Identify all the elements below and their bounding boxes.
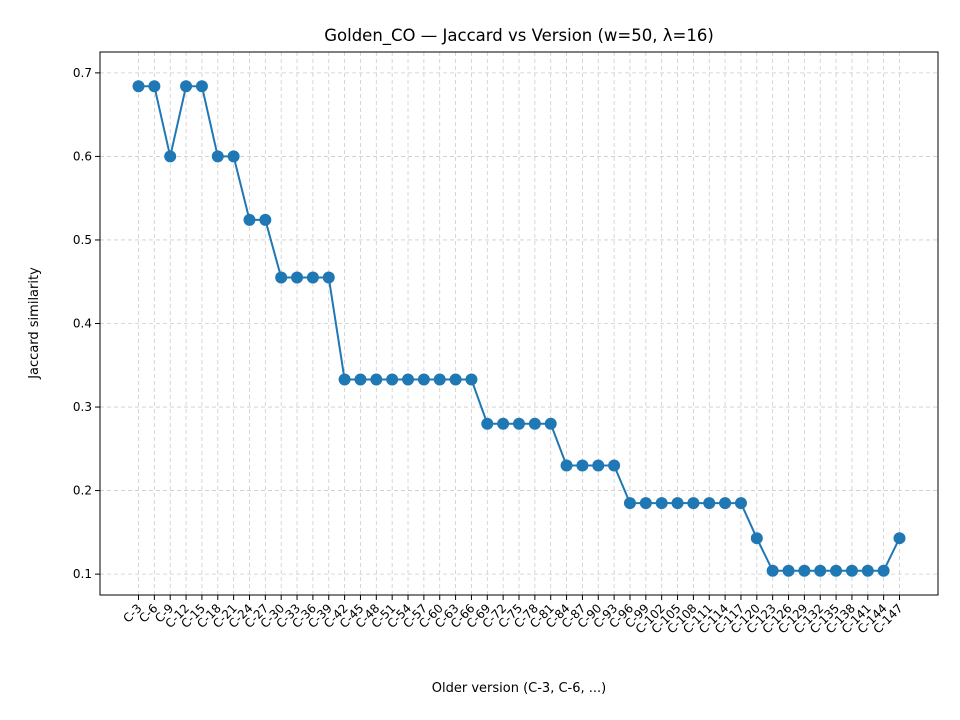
y-tick-label: 0.3	[73, 400, 92, 414]
data-point	[687, 497, 700, 510]
data-point	[655, 497, 668, 510]
data-point	[845, 564, 858, 577]
data-point	[465, 373, 478, 386]
data-point	[592, 459, 605, 472]
data-point	[338, 373, 351, 386]
y-axis-label: Jaccard similarity	[27, 267, 42, 380]
grid-lines	[100, 52, 938, 595]
data-point	[782, 564, 795, 577]
data-point	[830, 564, 843, 577]
data-point	[370, 373, 383, 386]
data-point	[211, 150, 224, 163]
data-point	[608, 459, 621, 472]
data-point	[433, 373, 446, 386]
data-point	[734, 497, 747, 510]
data-point	[386, 373, 399, 386]
data-point	[750, 532, 763, 545]
series-jaccard	[132, 80, 906, 577]
data-point	[497, 417, 510, 430]
y-tick-label: 0.7	[73, 66, 92, 80]
y-tick-label: 0.5	[73, 233, 92, 247]
y-axis-ticks: 0.1 0.2 0.3 0.4 0.5 0.6 0.7	[73, 66, 100, 581]
data-point	[449, 373, 462, 386]
data-point	[275, 271, 288, 284]
data-point	[148, 80, 161, 93]
data-point	[132, 80, 145, 93]
data-point	[481, 417, 494, 430]
data-point	[417, 373, 430, 386]
data-point	[893, 532, 906, 545]
data-point	[195, 80, 208, 93]
y-tick-label: 0.1	[73, 567, 92, 581]
data-point	[814, 564, 827, 577]
data-point	[528, 417, 541, 430]
data-point	[227, 150, 240, 163]
data-point	[798, 564, 811, 577]
data-point	[180, 80, 193, 93]
data-point	[306, 271, 319, 284]
x-axis-ticks: C-3C-6C-9C-12C-15C-18C-21C-24C-27C-30C-3…	[120, 595, 906, 636]
data-point	[623, 497, 636, 510]
x-axis-label: Older version (C-3, C-6, ...)	[432, 681, 606, 696]
data-point	[671, 497, 684, 510]
data-point	[544, 417, 557, 430]
data-point	[719, 497, 732, 510]
data-point	[243, 213, 256, 226]
data-point	[402, 373, 415, 386]
data-point	[560, 459, 573, 472]
data-point	[513, 417, 525, 430]
data-point	[354, 373, 367, 386]
plot-frame	[99, 51, 939, 596]
data-point	[703, 497, 716, 510]
data-point	[259, 213, 272, 226]
chart-title: Golden_CO — Jaccard vs Version (w=50, λ=…	[324, 26, 714, 46]
data-point	[877, 564, 890, 577]
data-point	[322, 271, 335, 284]
y-tick-label: 0.6	[73, 149, 92, 163]
y-tick-label: 0.4	[73, 317, 92, 331]
data-point	[766, 564, 779, 577]
data-point	[164, 150, 177, 163]
data-point	[639, 497, 652, 510]
data-point	[861, 564, 874, 577]
data-point	[291, 271, 304, 284]
y-tick-label: 0.2	[73, 484, 92, 498]
data-point	[576, 459, 589, 472]
